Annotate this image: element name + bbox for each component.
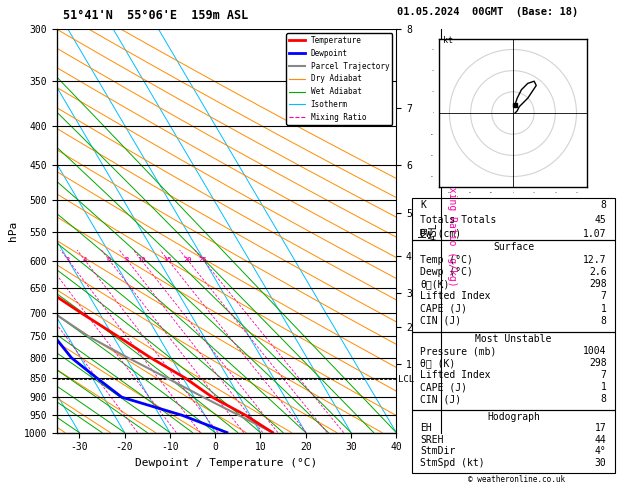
Text: Temp (°C): Temp (°C) — [420, 255, 473, 265]
Text: © weatheronline.co.uk: © weatheronline.co.uk — [469, 474, 565, 484]
Text: 01.05.2024  00GMT  (Base: 18): 01.05.2024 00GMT (Base: 18) — [397, 7, 578, 17]
Text: Most Unstable: Most Unstable — [476, 334, 552, 344]
Y-axis label: Mixing Ratio (g/kg): Mixing Ratio (g/kg) — [447, 175, 457, 287]
Text: kt: kt — [443, 36, 453, 45]
Text: 8: 8 — [601, 316, 606, 326]
Text: StmSpd (kt): StmSpd (kt) — [420, 458, 485, 468]
Text: 8: 8 — [601, 200, 606, 210]
Text: EH: EH — [420, 423, 432, 434]
Text: 15: 15 — [164, 257, 172, 263]
Text: 30: 30 — [595, 458, 606, 468]
Text: 4: 4 — [82, 257, 87, 263]
Text: Pressure (mb): Pressure (mb) — [420, 346, 497, 356]
Text: Totals Totals: Totals Totals — [420, 215, 497, 225]
Text: Lifted Index: Lifted Index — [420, 292, 491, 301]
Text: 7: 7 — [601, 370, 606, 380]
Text: Surface: Surface — [493, 243, 534, 252]
Text: 8: 8 — [125, 257, 129, 263]
Text: 10: 10 — [137, 257, 145, 263]
Text: Hodograph: Hodograph — [487, 412, 540, 422]
Text: 1: 1 — [601, 382, 606, 392]
X-axis label: Dewpoint / Temperature (°C): Dewpoint / Temperature (°C) — [135, 458, 318, 468]
Text: Lifted Index: Lifted Index — [420, 370, 491, 380]
Text: 1004: 1004 — [583, 346, 606, 356]
Text: PW (cm): PW (cm) — [420, 229, 462, 239]
Text: 1: 1 — [601, 304, 606, 314]
Text: 298: 298 — [589, 279, 606, 289]
Text: CIN (J): CIN (J) — [420, 394, 462, 404]
Text: 12.7: 12.7 — [583, 255, 606, 265]
Text: CAPE (J): CAPE (J) — [420, 382, 467, 392]
Y-axis label: hPa: hPa — [8, 221, 18, 241]
Text: 7: 7 — [601, 292, 606, 301]
Text: θᴄ(K): θᴄ(K) — [420, 279, 450, 289]
Text: K: K — [420, 200, 426, 210]
Bar — [412, 410, 615, 473]
Legend: Temperature, Dewpoint, Parcel Trajectory, Dry Adiabat, Wet Adiabat, Isotherm, Mi: Temperature, Dewpoint, Parcel Trajectory… — [286, 33, 392, 125]
Text: 3: 3 — [66, 257, 70, 263]
Text: θᴄ (K): θᴄ (K) — [420, 358, 455, 368]
Bar — [412, 198, 615, 240]
Text: 8: 8 — [601, 394, 606, 404]
Text: 44: 44 — [595, 435, 606, 445]
Text: CAPE (J): CAPE (J) — [420, 304, 467, 314]
Text: 2.6: 2.6 — [589, 267, 606, 277]
Text: 17: 17 — [595, 423, 606, 434]
Text: 6: 6 — [107, 257, 111, 263]
Text: StmDir: StmDir — [420, 447, 455, 456]
Text: CIN (J): CIN (J) — [420, 316, 462, 326]
Text: 298: 298 — [589, 358, 606, 368]
Text: 1.07: 1.07 — [583, 229, 606, 239]
Text: Dewp (°C): Dewp (°C) — [420, 267, 473, 277]
Bar — [412, 240, 615, 332]
Text: 4°: 4° — [595, 447, 606, 456]
Text: 20: 20 — [183, 257, 192, 263]
Text: 45: 45 — [595, 215, 606, 225]
Text: SREH: SREH — [420, 435, 444, 445]
Text: LCL: LCL — [398, 375, 414, 384]
Text: 25: 25 — [199, 257, 207, 263]
Y-axis label: km
ASL: km ASL — [418, 222, 439, 240]
Text: 51°41'N  55°06'E  159m ASL: 51°41'N 55°06'E 159m ASL — [63, 9, 248, 22]
Bar — [412, 332, 615, 410]
